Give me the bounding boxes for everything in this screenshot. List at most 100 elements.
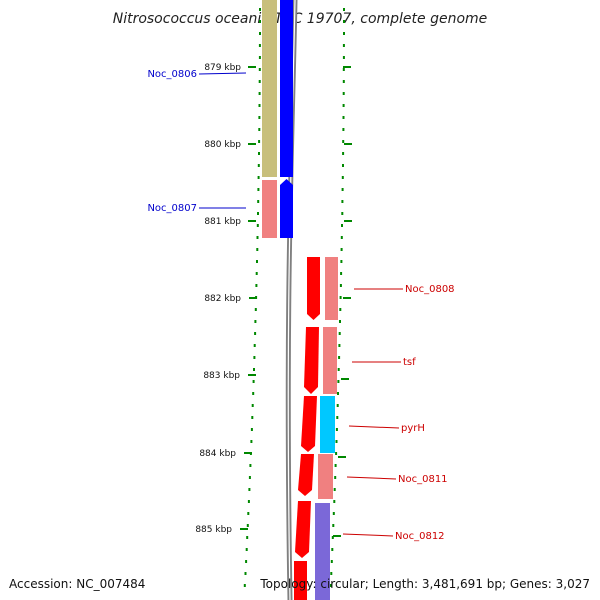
guide-dot xyxy=(257,164,260,167)
guide-dot xyxy=(258,80,261,83)
guide-dot xyxy=(258,104,261,107)
guide-dot xyxy=(245,560,248,563)
guide-dot xyxy=(333,488,336,491)
guide-dot xyxy=(341,176,344,179)
guide-dot xyxy=(244,572,247,575)
cds-arrow-next xyxy=(294,561,307,600)
cog-bar-Noc_0811 xyxy=(318,454,333,499)
guide-dot xyxy=(339,308,342,311)
label-Noc_0807[interactable]: Noc_0807 xyxy=(147,203,246,214)
label-tsf[interactable]: tsf xyxy=(352,357,416,368)
leader-line xyxy=(342,533,394,537)
svg-text:tsf: tsf xyxy=(403,357,416,368)
outer-ticks xyxy=(333,66,352,537)
guide-dot xyxy=(339,284,342,287)
cds-arrow-Noc_0812 xyxy=(295,501,311,558)
guide-dot xyxy=(248,488,251,491)
guide-dot xyxy=(333,500,336,503)
kbp-scale: 879 kbp 880 kbp 881 kbp 882 kbp 883 kbp … xyxy=(195,63,257,535)
guide-dot xyxy=(245,548,248,551)
cds-arrow-pyrH xyxy=(301,396,317,452)
leader-line xyxy=(346,476,397,480)
leader-line xyxy=(348,425,400,429)
guide-dot xyxy=(330,572,333,575)
guide-dot xyxy=(331,536,334,539)
svg-text:Noc_0812: Noc_0812 xyxy=(395,531,445,542)
gene-Noc_0808[interactable] xyxy=(307,257,338,320)
cds-arrow-Noc_0806 xyxy=(280,0,293,177)
guide-dot xyxy=(342,140,345,143)
guide-dot xyxy=(342,104,345,107)
label-Noc_0811[interactable]: Noc_0811 xyxy=(346,474,448,485)
svg-text:Noc_0807: Noc_0807 xyxy=(147,203,197,214)
gene-pyrH[interactable] xyxy=(301,396,335,453)
svg-text:Noc_0808: Noc_0808 xyxy=(405,284,455,295)
guide-dot xyxy=(336,416,339,419)
kbp-tick-882: 882 kbp xyxy=(204,294,257,304)
guide-dot xyxy=(336,404,339,407)
svg-text:879 kbp: 879 kbp xyxy=(204,63,241,73)
guide-dot xyxy=(340,236,343,239)
svg-text:880 kbp: 880 kbp xyxy=(204,140,241,150)
guide-dot xyxy=(343,32,345,35)
guide-dot xyxy=(259,20,261,23)
guide-dot xyxy=(332,524,335,527)
guide-dot xyxy=(253,368,255,371)
guide-dot xyxy=(337,392,339,395)
guide-dot xyxy=(258,56,261,59)
guide-dot xyxy=(338,356,341,359)
guide-dot xyxy=(342,164,344,167)
cog-bar-Noc_0808 xyxy=(325,257,338,320)
guide-dot xyxy=(330,560,333,563)
guide-dot xyxy=(250,428,253,431)
cog-bar-Noc_0812 xyxy=(315,503,330,600)
cds-arrow-Noc_0808 xyxy=(307,257,320,320)
guide-dot xyxy=(341,212,344,215)
label-pyrH[interactable]: pyrH xyxy=(348,423,425,434)
cog-bar-Noc_0806 xyxy=(262,0,277,177)
guide-dot xyxy=(342,56,345,59)
label-Noc_0806[interactable]: Noc_0806 xyxy=(147,69,247,80)
guide-dot xyxy=(255,272,258,275)
guide-dot xyxy=(339,296,342,299)
guide-dot xyxy=(246,536,249,539)
guide-dot xyxy=(259,8,261,11)
guide-dot xyxy=(335,428,338,431)
gene-Noc_0811[interactable] xyxy=(298,454,333,499)
gene-Noc_0807[interactable] xyxy=(262,179,293,238)
guide-dot xyxy=(254,320,257,323)
guide-dot xyxy=(341,224,343,227)
guide-dot xyxy=(256,236,259,239)
svg-text:Noc_0811: Noc_0811 xyxy=(398,474,448,485)
guide-dot xyxy=(342,128,345,131)
guide-dot xyxy=(340,260,343,263)
label-Noc_0808[interactable]: Noc_0808 xyxy=(354,284,455,295)
map-title: Nitrosococcus oceani ATCC 19707, complet… xyxy=(113,11,488,27)
gene-tsf[interactable] xyxy=(304,327,337,394)
guide-dot xyxy=(250,440,253,443)
guide-dot xyxy=(257,176,260,179)
guide-dot xyxy=(251,416,254,419)
guide-dot xyxy=(343,20,345,23)
guide-dot xyxy=(255,284,258,287)
guide-dot xyxy=(246,524,249,527)
svg-text:885 kbp: 885 kbp xyxy=(195,525,232,535)
accession-text: Accession: NC_007484 xyxy=(9,577,146,591)
guide-dot xyxy=(257,200,260,203)
guide-dot xyxy=(258,116,261,119)
label-Noc_0812[interactable]: Noc_0812 xyxy=(342,531,445,542)
guide-dot xyxy=(259,32,261,35)
cds-arrow-Noc_0807 xyxy=(280,179,293,238)
guide-dot xyxy=(337,368,340,371)
guide-dot xyxy=(256,260,258,263)
guide-dot xyxy=(258,140,261,143)
guide-dot xyxy=(342,92,345,95)
guide-dot xyxy=(251,404,254,407)
gene-Noc_0806[interactable] xyxy=(262,0,293,177)
kbp-tick-883: 883 kbp xyxy=(203,371,256,381)
guide-dot xyxy=(252,392,255,395)
guide-dot xyxy=(256,248,259,251)
kbp-tick-885: 885 kbp xyxy=(195,525,248,535)
gene-Noc_0812[interactable] xyxy=(294,501,330,600)
guide-dot xyxy=(339,320,341,323)
